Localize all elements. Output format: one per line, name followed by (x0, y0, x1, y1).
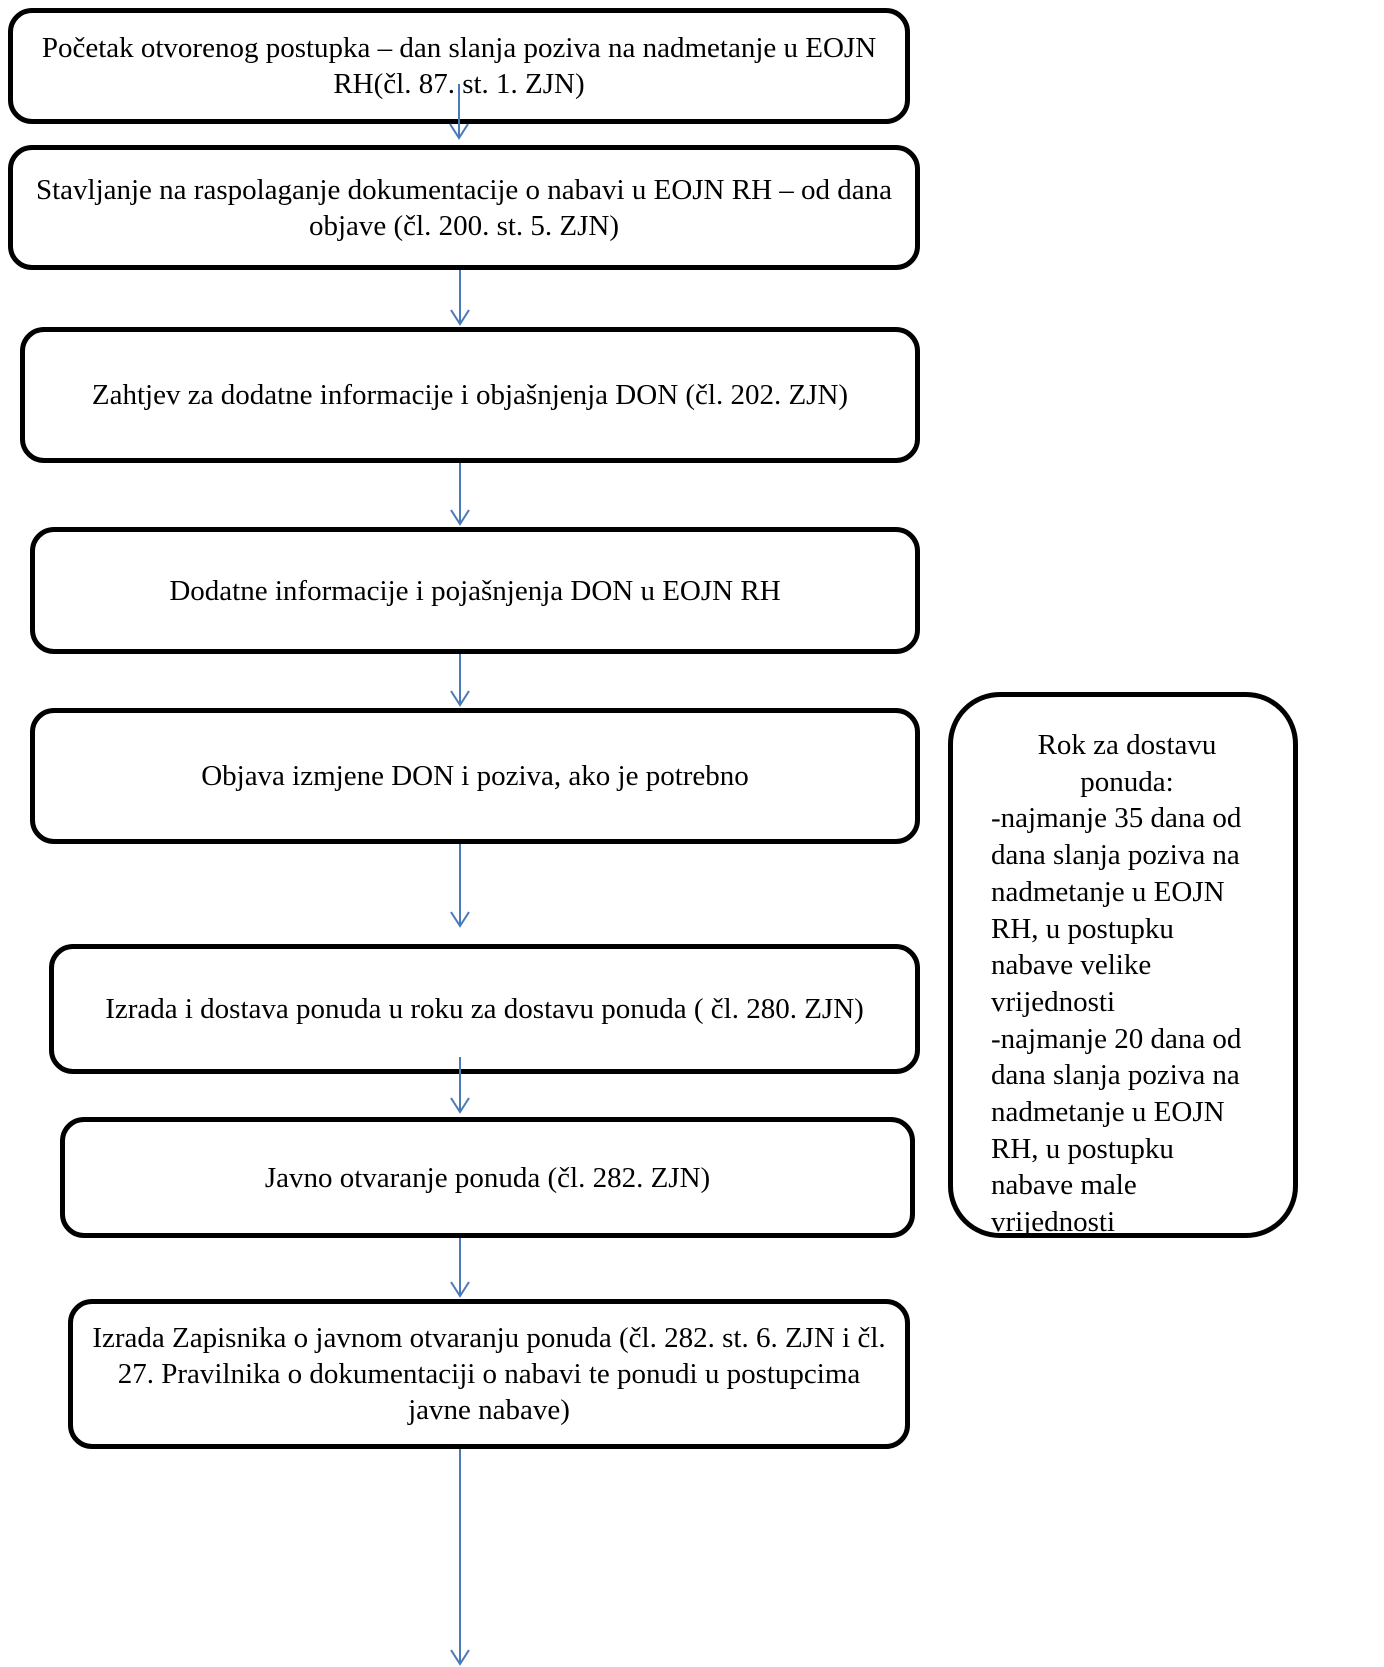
step-8-opening-minutes: Izrada Zapisnika o javnom otvaranju ponu… (68, 1299, 910, 1449)
step-3-request-for-information: Zahtjev za dodatne informacije i objašnj… (20, 327, 920, 463)
arrow-2-to-3 (450, 270, 470, 326)
step-7-public-opening: Javno otvaranje ponuda (čl. 282. ZJN) (60, 1117, 915, 1238)
step-1-text: Početak otvorenog postupka – dan slanja … (41, 32, 877, 100)
arrow-5-to-6 (450, 844, 470, 928)
step-5-text: Objava izmjene DON i poziva, ako je potr… (201, 760, 749, 792)
tender-deadline-title: Rok za dostavu ponuda: (1037, 729, 1217, 798)
step-2-procurement-documentation: Stavljanje na raspolaganje dokumentacije… (8, 145, 920, 270)
step-6-tender-preparation: Izrada i dostava ponuda u roku za dostav… (49, 944, 920, 1074)
step-3-text: Zahtjev za dodatne informacije i objašnj… (91, 379, 849, 411)
step-6-text: Izrada i dostava ponuda u roku za dostav… (105, 993, 864, 1025)
step-4-additional-information: Dodatne informacije i pojašnjenja DON u … (30, 527, 920, 654)
step-1-start-of-procedure: Početak otvorenog postupka – dan slanja … (8, 8, 910, 124)
step-4-text: Dodatne informacije i pojašnjenja DON u … (169, 574, 781, 607)
arrow-4-to-5 (450, 654, 470, 707)
step-7-text: Javno otvaranje ponuda (čl. 282. ZJN) (264, 1161, 711, 1194)
arrow-3-to-4 (450, 463, 470, 526)
step-5-amendment-publication: Objava izmjene DON i poziva, ako je potr… (30, 708, 920, 844)
tender-deadline-body: -najmanje 35 dana od dana slanja poziva … (991, 802, 1242, 1239)
step-8-text: Izrada Zapisnika o javnom otvaranju ponu… (92, 1322, 886, 1426)
arrow-8-to-next (450, 1449, 470, 1666)
arrow-7-to-8 (450, 1238, 470, 1298)
step-2-text: Stavljanje na raspolaganje dokumentacije… (35, 173, 893, 242)
tender-deadline-note: Rok za dostavu ponuda: -najmanje 35 dana… (948, 692, 1298, 1238)
